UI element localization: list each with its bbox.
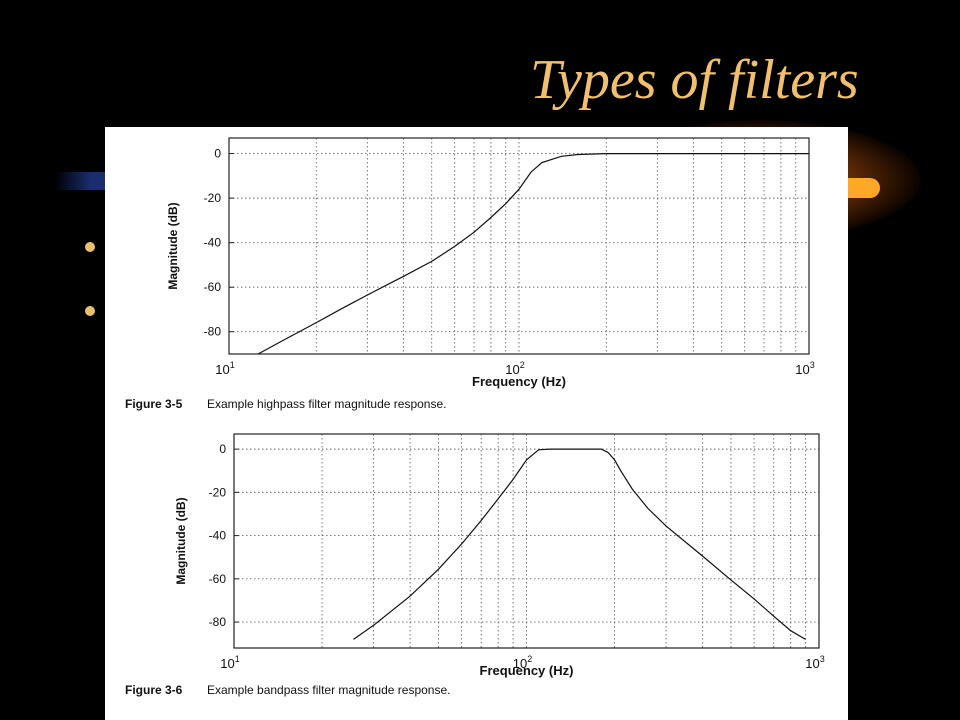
y-axis-label: Magnitude (dB) <box>166 202 180 289</box>
chart-1: 0 -20 -40 -60 -80 101 102 103 Frequency (Hz) Magn… <box>125 137 815 411</box>
y-tick-label: 0 <box>219 442 226 456</box>
x-tick-label: 102 <box>505 360 524 377</box>
y-tick-label: 0 <box>214 147 221 161</box>
y-tick-label: -40 <box>209 529 227 543</box>
x-tick-label: 102 <box>513 654 532 671</box>
figure-panel: 0 -20 -40 -60 -80 101 102 103 Frequency (Hz) Magn… <box>105 127 848 720</box>
series-line <box>257 153 809 355</box>
y-tick-label: -20 <box>204 191 222 205</box>
figure-caption: Figure 3-6 Example bandpass filter magnit… <box>125 683 450 697</box>
x-tick-label: 103 <box>795 360 814 377</box>
x-axis-label: Frequency (Hz) <box>472 374 566 389</box>
y-tick-label: -80 <box>204 325 222 339</box>
blue-accent-band <box>55 172 115 190</box>
x-tick-label: 103 <box>805 654 824 671</box>
x-tick-label: 101 <box>215 360 234 377</box>
y-tick-label: -60 <box>209 572 227 586</box>
y-axis-label: Magnitude (dB) <box>174 497 188 584</box>
y-tick-label: -20 <box>209 485 227 499</box>
bullet-dot-1 <box>85 242 95 252</box>
bullet-dot-2 <box>85 306 95 316</box>
slide-title: Types of filters <box>530 49 859 111</box>
x-axis-label: Frequency (Hz) <box>480 663 574 678</box>
y-tick-label: -40 <box>204 236 222 250</box>
figure-caption: Figure 3-5 Example highpass filter magnit… <box>125 397 446 411</box>
filter-response-figures: 0 -20 -40 -60 -80 101 102 103 Frequency (Hz) Magn… <box>125 137 825 697</box>
plot-frame <box>233 433 820 649</box>
series-line <box>353 448 806 640</box>
plot-frame <box>228 137 810 355</box>
x-tick-label: 101 <box>220 654 239 671</box>
y-tick-label: -80 <box>209 615 227 629</box>
y-tick-label: -60 <box>204 280 222 294</box>
chart-2: 0 -20 -40 -60 -80 101 102 103 Frequency (Hz) Magn… <box>125 433 825 697</box>
